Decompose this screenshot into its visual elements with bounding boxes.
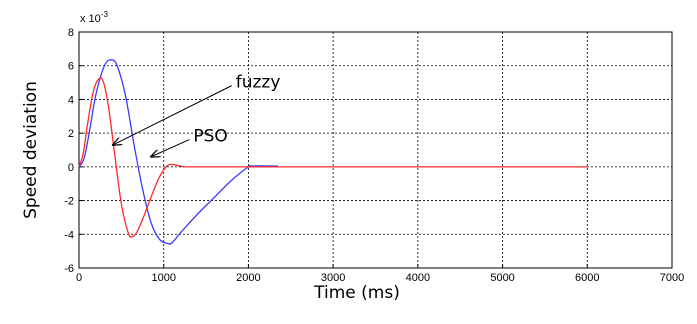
y-axis-label: Speed deviation bbox=[21, 81, 41, 219]
y-tick-label: 8 bbox=[68, 27, 74, 39]
series-line-fuzzy bbox=[78, 59, 279, 245]
x-tick-label: 0 bbox=[76, 272, 82, 284]
x-axis-label: Time (ms) bbox=[313, 283, 400, 303]
grid bbox=[79, 32, 672, 268]
plot-frame bbox=[78, 31, 673, 269]
annotation-arrow-fuzzy bbox=[113, 85, 232, 145]
x-tick-label: 5000 bbox=[490, 272, 514, 284]
x-tick-label: 6000 bbox=[575, 272, 599, 284]
y-tick-label: -2 bbox=[64, 196, 74, 208]
x-tick-label: 2000 bbox=[236, 272, 260, 284]
y-multiplier: x 10-3 bbox=[80, 10, 108, 25]
y-tick-label: -4 bbox=[64, 229, 74, 241]
series-line-pso bbox=[78, 77, 588, 238]
x-tick-label: 7000 bbox=[660, 272, 684, 284]
x-tick-label: 1000 bbox=[151, 272, 175, 284]
axis-ticks: 0 1000 2000 3000 4000 5000 6000 7000 8 6 4 2 0 -2 -4 -6 bbox=[64, 27, 684, 284]
annotation-label-pso: PSO bbox=[193, 127, 227, 147]
annotations: fuzzy PSO bbox=[113, 73, 281, 157]
y-tick-label: 6 bbox=[68, 61, 74, 73]
series-lines bbox=[78, 59, 588, 245]
annotation-label-fuzzy: fuzzy bbox=[236, 73, 281, 93]
x-tick-label: 4000 bbox=[406, 272, 430, 284]
y-tick-label: 2 bbox=[68, 128, 74, 140]
y-tick-label: -6 bbox=[64, 263, 74, 275]
y-tick-label: 4 bbox=[68, 94, 74, 106]
x-tick-label: 3000 bbox=[321, 272, 345, 284]
y-tick-label: 0 bbox=[68, 162, 74, 174]
annotation-arrow-pso bbox=[151, 139, 190, 157]
